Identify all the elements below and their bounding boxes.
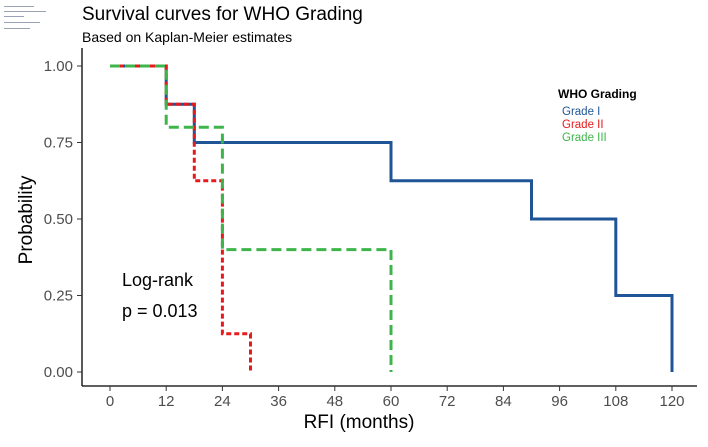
km-curve-2 <box>110 64 252 372</box>
x-tick-label: 48 <box>326 393 343 410</box>
y-tick-label: 0.50 <box>44 211 73 228</box>
x-tick-label: 60 <box>383 393 400 410</box>
thumbnail-logo <box>2 2 50 36</box>
km-curve-3 <box>110 64 393 372</box>
chart-title: Survival curves for WHO Grading <box>82 4 363 25</box>
y-tick-label: 1.00 <box>44 58 73 75</box>
x-tick-label: 108 <box>603 393 628 410</box>
y-tick-label: 0.00 <box>44 364 73 381</box>
x-tick-label: 0 <box>106 393 114 410</box>
legend: WHO Grading Grade I Grade II Grade III <box>558 87 637 145</box>
legend-item-grade-2: Grade II <box>562 119 604 131</box>
y-axis-label: Probability <box>16 175 37 264</box>
x-axis-label: RFI (months) <box>304 412 415 433</box>
x-tick-label: 12 <box>158 393 175 410</box>
x-tick-label: 36 <box>270 393 287 410</box>
x-tick-label: 24 <box>214 393 231 410</box>
legend-item-grade-3: Grade III <box>562 132 607 144</box>
legend-title: WHO Grading <box>558 87 637 101</box>
legend-item-grade-1: Grade I <box>562 106 601 118</box>
x-tick-label: 120 <box>659 393 684 410</box>
x-tick-label: 96 <box>551 393 568 410</box>
chart-subtitle: Based on Kaplan-Meier estimates <box>82 29 293 45</box>
x-tick-label: 72 <box>439 393 456 410</box>
y-tick-label: 0.75 <box>44 135 73 152</box>
logrank-label: Log-rank <box>122 270 194 290</box>
x-tick-label: 84 <box>495 393 512 410</box>
p-value-label: p = 0.013 <box>122 301 198 321</box>
y-tick-label: 0.25 <box>44 288 73 305</box>
